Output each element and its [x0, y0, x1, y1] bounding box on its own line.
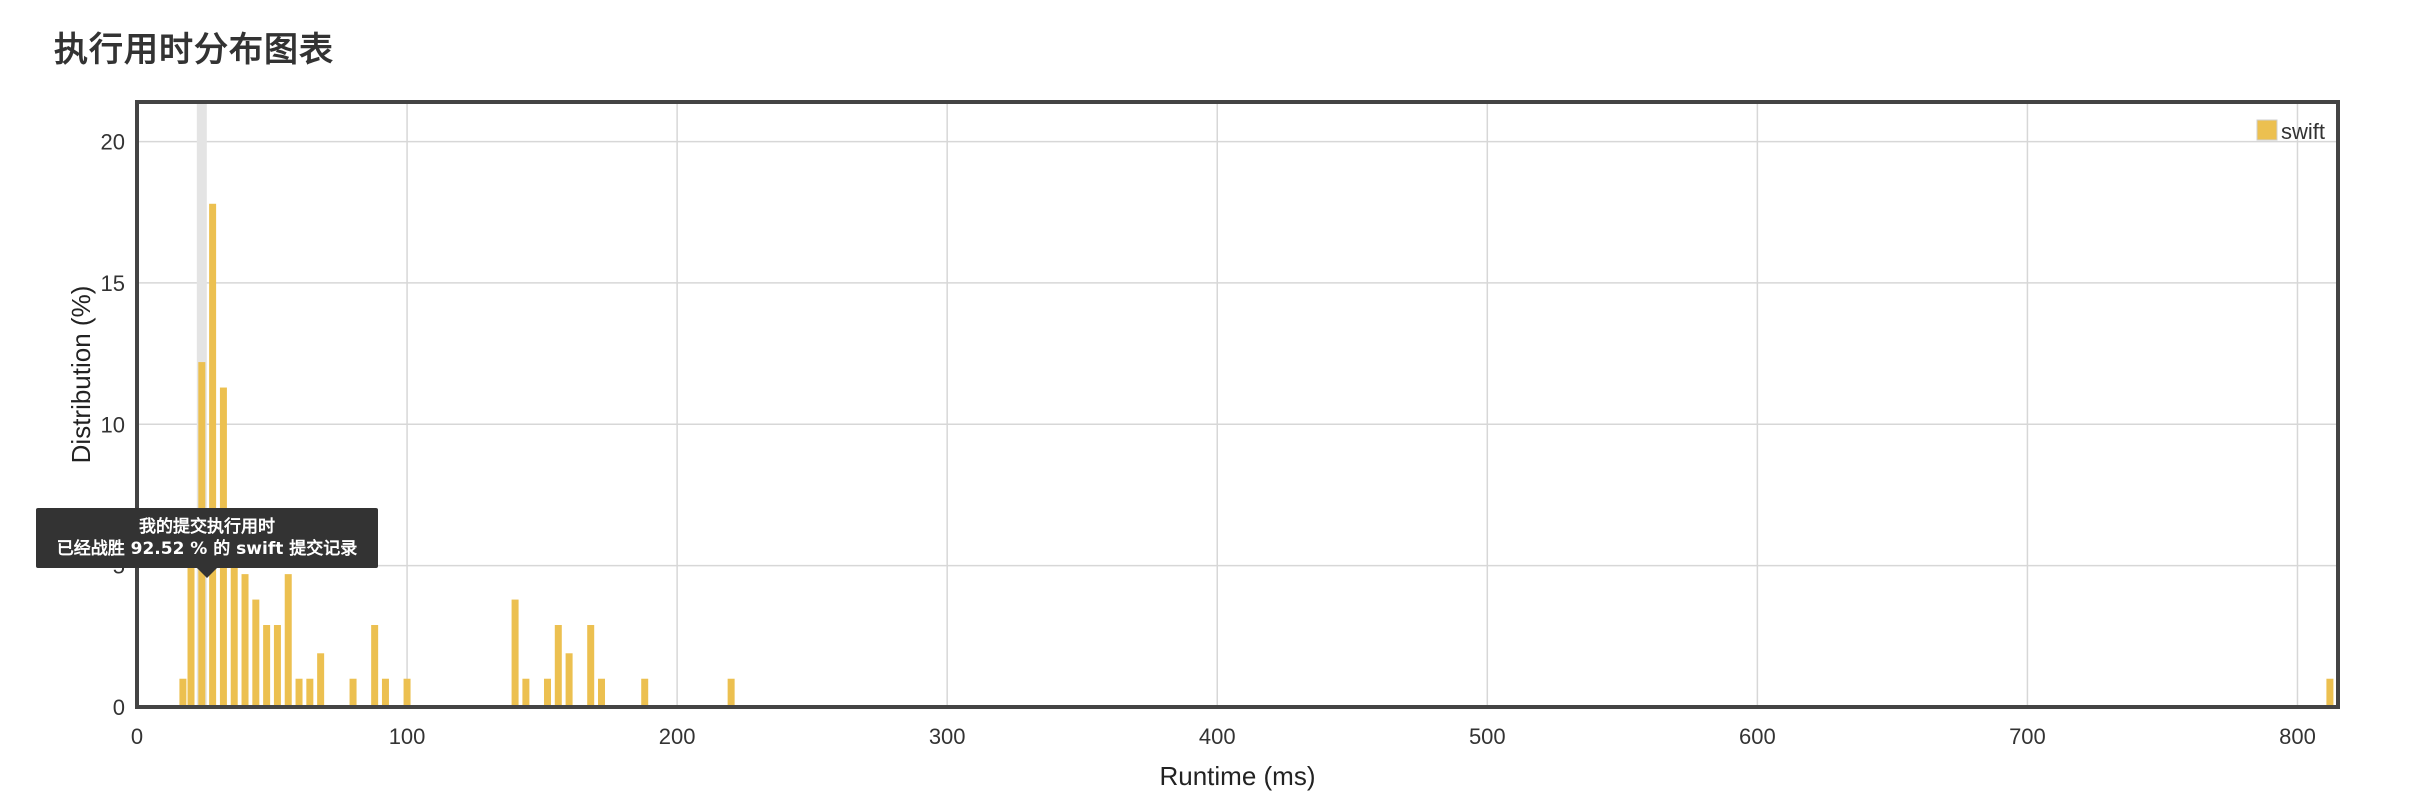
y-tick-label: 20	[101, 130, 125, 155]
tooltip-title: 我的提交执行用时	[139, 517, 275, 537]
x-tick-label: 0	[131, 724, 143, 749]
page-title: 执行用时分布图表	[54, 30, 334, 70]
bar[interactable]	[230, 565, 238, 707]
bar[interactable]	[587, 625, 595, 707]
grid	[136, 102, 2338, 708]
bar[interactable]	[565, 653, 573, 707]
y-axis-title: Distribution (%)	[66, 286, 96, 464]
bar[interactable]	[727, 678, 735, 707]
bar[interactable]	[349, 678, 357, 707]
y-axis-ticks: 05101520	[101, 130, 125, 720]
tooltip-detail: 已经战胜 92.52 % 的 swift 提交记录	[56, 539, 358, 559]
bar[interactable]	[641, 678, 649, 707]
x-axis-title: Runtime (ms)	[1159, 761, 1315, 791]
plot-frame	[135, 100, 2340, 709]
submission-tooltip: 我的提交执行用时 已经战胜 92.52 % 的 swift 提交记录	[36, 508, 378, 568]
x-tick-label: 300	[929, 724, 966, 749]
bar[interactable]	[179, 678, 187, 707]
bar[interactable]	[543, 678, 551, 707]
bar[interactable]	[187, 565, 195, 707]
x-tick-label: 200	[659, 724, 696, 749]
x-tick-label: 400	[1199, 724, 1236, 749]
bar[interactable]	[241, 574, 249, 707]
bar[interactable]	[295, 678, 303, 707]
x-tick-label: 500	[1469, 724, 1506, 749]
bar[interactable]	[317, 653, 325, 707]
tooltip-arrow	[197, 568, 217, 578]
legend[interactable]: swift	[2256, 119, 2325, 144]
bar[interactable]	[252, 599, 260, 707]
bar[interactable]	[371, 625, 379, 707]
x-tick-label: 600	[1739, 724, 1776, 749]
x-axis-ticks: 0 100 200 300 400 500 600 700 800	[131, 724, 2316, 749]
bar[interactable]	[403, 678, 411, 707]
bar[interactable]	[284, 574, 292, 707]
plot-border	[135, 100, 2340, 709]
legend-swatch-swift	[2256, 119, 2278, 141]
x-tick-label: 800	[2279, 724, 2316, 749]
bar[interactable]	[306, 678, 314, 707]
x-tick-label: 100	[389, 724, 426, 749]
bar[interactable]	[511, 599, 519, 707]
y-tick-label: 15	[101, 271, 125, 296]
bar[interactable]	[2326, 678, 2334, 707]
bar[interactable]	[554, 625, 562, 707]
legend-label-swift: swift	[2281, 119, 2325, 144]
bar[interactable]	[381, 678, 389, 707]
x-tick-label: 700	[2009, 724, 2046, 749]
bar[interactable]	[209, 203, 217, 707]
bar[interactable]	[273, 625, 281, 707]
y-tick-label: 0	[113, 695, 125, 720]
bar[interactable]	[522, 678, 530, 707]
bars	[179, 203, 2334, 707]
y-tick-label: 10	[101, 412, 125, 437]
bar[interactable]	[598, 678, 606, 707]
bar[interactable]	[263, 625, 271, 707]
